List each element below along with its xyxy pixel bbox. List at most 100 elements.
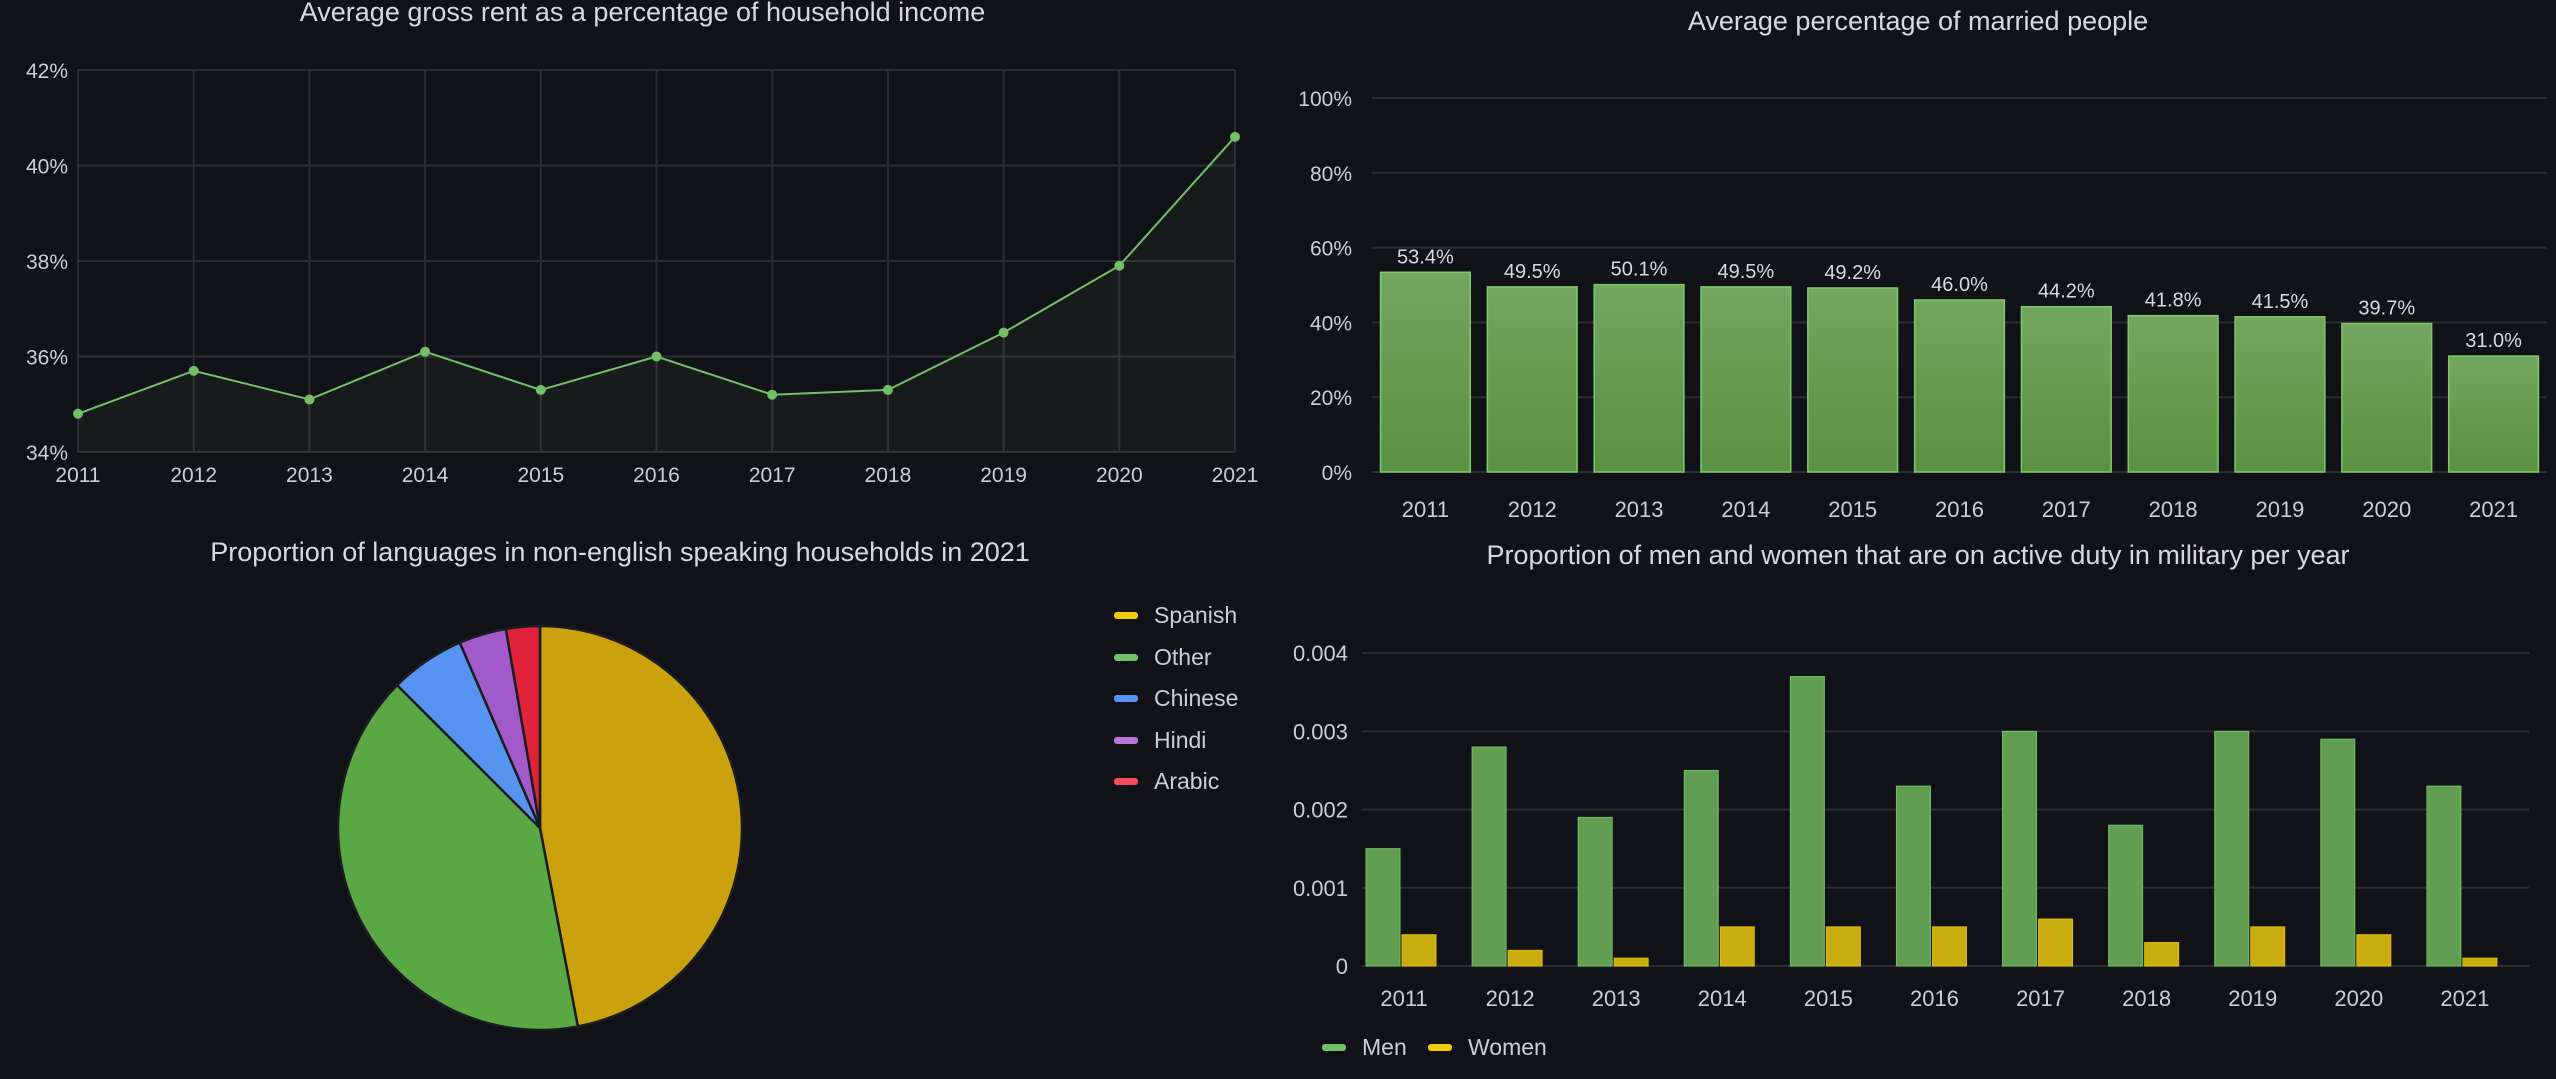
bar-men [1789, 676, 1825, 967]
bar-men [2108, 824, 2144, 967]
legend-swatch [1114, 736, 1138, 744]
bar-women [1719, 926, 1755, 967]
x-tick-label: 2014 [1698, 986, 1747, 1011]
legend-label: Spanish [1154, 602, 1238, 628]
bar-men [1577, 816, 1613, 967]
bar [1593, 283, 1685, 473]
x-tick-label: 2015 [1804, 986, 1853, 1011]
bar [2127, 314, 2219, 473]
pie-slice-other [336, 683, 580, 1032]
bar-value-label: 44.2% [2038, 281, 2095, 303]
x-tick-label: 2020 [2334, 986, 2383, 1011]
rent-panel: Average gross rent as a percentage of ho… [0, 0, 1270, 520]
line-area [78, 136, 1235, 452]
x-tick-label: 2019 [980, 464, 1027, 487]
legend-label: Chinese [1154, 685, 1239, 711]
y-tick-label: 20% [1310, 387, 1352, 410]
legend-item-chinese[interactable]: Chinese [1114, 685, 1238, 712]
data-point [882, 384, 893, 395]
bar-women [1825, 926, 1861, 967]
bar-value-label: 53.4% [1397, 246, 1454, 268]
bar [1913, 299, 2006, 473]
y-tick-label: 0% [1322, 462, 1352, 485]
bar-value-label: 50.1% [1611, 259, 1668, 281]
bar-value-label: 49.2% [1824, 262, 1881, 284]
bar-women [2038, 918, 2074, 967]
legend-swatch [1428, 1044, 1452, 1051]
y-tick-label: 0.002 [1293, 798, 1348, 823]
bar [2341, 322, 2433, 473]
bar [1379, 271, 1472, 473]
languages-panel: Proportion of languages in non-english s… [0, 530, 1270, 1079]
bar-value-label: 49.5% [1504, 261, 1561, 283]
x-tick-label: 2014 [402, 464, 449, 487]
bar-value-label: 31.0% [2465, 330, 2522, 352]
x-tick-label: 2014 [1721, 497, 1770, 522]
x-tick-label: 2011 [1380, 986, 1427, 1011]
data-point [1230, 131, 1240, 142]
x-tick-label: 2019 [2228, 986, 2277, 1011]
legend-item-men[interactable]: Men [1322, 1034, 1407, 1061]
bar [1807, 287, 1899, 473]
data-point [998, 327, 1009, 338]
bar-men [1683, 769, 1719, 967]
bar-women [2144, 942, 2180, 967]
bar-women [1507, 949, 1543, 967]
x-tick-label: 2012 [1486, 986, 1535, 1011]
pie-slice-arabic [504, 624, 542, 829]
bar-women [2356, 934, 2392, 967]
x-tick-label: 2017 [2042, 497, 2091, 522]
y-tick-label: 0.003 [1293, 719, 1348, 744]
legend-item-arabic[interactable]: Arabic [1114, 768, 1219, 795]
data-point [535, 384, 546, 395]
languages-panel-title: Proportion of languages in non-english s… [210, 537, 1030, 567]
x-tick-label: 2015 [517, 464, 564, 487]
data-point [651, 351, 662, 362]
legend-item-spanish[interactable]: Spanish [1114, 602, 1237, 629]
bar-men [2002, 730, 2038, 967]
legend-swatch [1114, 778, 1138, 785]
military-panel: Proportion of men and women that are on … [1280, 530, 2556, 1079]
y-tick-label: 38% [26, 251, 68, 274]
legend-label: Hindi [1154, 726, 1207, 753]
x-tick-label: 2015 [1828, 497, 1877, 522]
data-point [304, 394, 315, 405]
bar-value-label: 39.7% [2358, 298, 2415, 320]
x-tick-label: 2013 [286, 464, 333, 487]
legend-item-other[interactable]: Other [1114, 644, 1212, 671]
pie-slice-spanish [538, 624, 744, 1028]
legend-label: Men [1362, 1034, 1407, 1060]
bar-value-label: 49.5% [1718, 261, 1775, 283]
x-tick-label: 2012 [170, 464, 217, 487]
x-tick-label: 2011 [55, 464, 100, 487]
y-tick-label: 0 [1336, 954, 1348, 979]
bar-women [1401, 934, 1437, 967]
legend-label: Women [1468, 1034, 1547, 1060]
x-tick-label: 2016 [1935, 497, 1984, 522]
legend-swatch [1114, 695, 1138, 702]
data-point [767, 389, 778, 400]
x-tick-label: 2018 [2122, 986, 2171, 1011]
x-tick-label: 2013 [1615, 497, 1664, 522]
x-tick-label: 2017 [749, 464, 796, 487]
y-tick-label: 80% [1310, 163, 1352, 186]
y-tick-label: 36% [26, 347, 68, 370]
married-panel-title: Average percentage of married people [1687, 6, 2149, 36]
rent-line-chart: 34% 36% 38% 40% 42% 2011 2012 2013 2014 2015 2016 2… [26, 60, 1258, 487]
x-tick-label: 2019 [2255, 497, 2304, 522]
legend-item-hindi[interactable]: Hindi [1114, 727, 1206, 754]
bar-value-label: 41.5% [2252, 291, 2309, 313]
languages-pie-chart [336, 624, 744, 1032]
x-tick-label: 2016 [633, 464, 680, 487]
legend-item-women[interactable]: Women [1428, 1034, 1547, 1061]
y-tick-label: 34% [26, 442, 68, 465]
married-panel: Average percentage of married people 0% 2… [1280, 0, 2556, 530]
x-tick-label: 2021 [2440, 986, 2489, 1011]
married-bar-chart: 0% 20% 40% 60% 80% 100% 53.4% 2011 49.5% 2012 50.1… [1298, 88, 2547, 522]
bar-men [2320, 738, 2356, 967]
bar [2234, 316, 2326, 473]
bar-women [2250, 926, 2286, 967]
y-tick-label: 42% [26, 60, 68, 83]
x-tick-label: 2020 [2362, 497, 2411, 522]
x-tick-label: 2020 [1096, 464, 1143, 487]
